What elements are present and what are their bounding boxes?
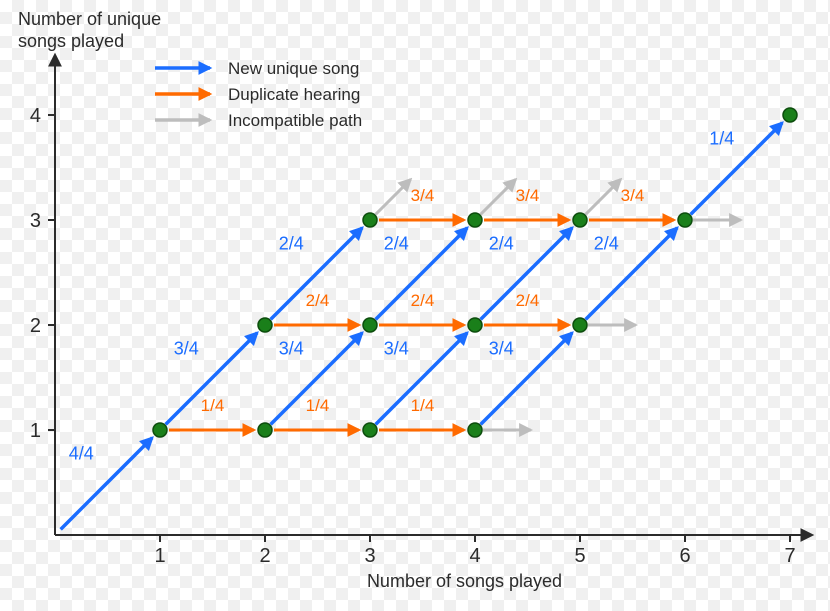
blue-fraction-label: 3/4 [384,338,409,358]
orange-fraction-label: 3/4 [621,186,645,205]
lattice-node [783,108,797,122]
lattice-node [573,318,587,332]
lattice-node [363,213,377,227]
y-tick-label: 4 [30,105,41,127]
legend-label: Duplicate hearing [228,85,360,104]
blue-fraction-label: 3/4 [174,338,199,358]
lattice-node [468,423,482,437]
lattice-node [363,318,377,332]
incompatible-arrow [376,179,411,214]
incompatible-arrow [481,179,516,214]
blue-fraction-label: 2/4 [384,233,409,253]
x-axis-label: Number of songs played [367,571,562,591]
x-tick-label: 2 [259,545,270,567]
lattice-node [468,318,482,332]
unique-arrow [691,123,783,215]
blue-fraction-label: 2/4 [489,233,514,253]
y-tick-label: 3 [30,210,41,232]
x-tick-label: 4 [469,545,480,567]
blue-fraction-label: 2/4 [279,233,304,253]
lattice-node [258,423,272,437]
blue-fraction-label: 1/4 [709,128,734,148]
orange-fraction-label: 2/4 [411,291,435,310]
x-tick-label: 1 [154,545,165,567]
lattice-node [153,423,167,437]
x-tick-label: 6 [679,545,690,567]
blue-fraction-label: 3/4 [279,338,304,358]
lattice-node [573,213,587,227]
orange-fraction-label: 2/4 [516,291,540,310]
orange-fraction-label: 2/4 [306,291,330,310]
blue-fraction-label: 4/4 [69,443,94,463]
orange-fraction-label: 1/4 [306,396,330,415]
x-tick-label: 7 [784,545,795,567]
y-axis-label: Number of uniquesongs played [18,9,161,51]
y-tick-label: 2 [30,315,41,337]
legend-label: Incompatible path [228,111,362,130]
lattice-diagram: 1/4 1/4 1/4 2/4 2/4 2/4 3/4 3/4 3/4 4/4 3/4 3/4 3/4 3… [0,0,830,611]
orange-fraction-label: 3/4 [516,186,540,205]
lattice-node [468,213,482,227]
incompatible-arrow [586,179,621,214]
lattice-node [678,213,692,227]
y-tick-label: 1 [30,420,41,442]
legend-label: New unique song [228,59,359,78]
lattice-node [258,318,272,332]
orange-fraction-label: 1/4 [201,396,225,415]
lattice-node [363,423,377,437]
orange-fraction-label: 3/4 [411,186,435,205]
x-tick-label: 3 [364,545,375,567]
blue-fraction-label: 3/4 [489,338,514,358]
blue-fraction-label: 2/4 [594,233,619,253]
x-tick-label: 5 [574,545,585,567]
orange-fraction-label: 1/4 [411,396,435,415]
